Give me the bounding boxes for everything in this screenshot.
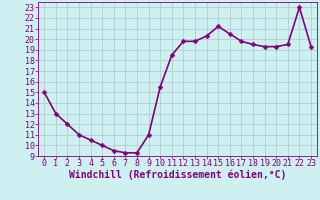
X-axis label: Windchill (Refroidissement éolien,°C): Windchill (Refroidissement éolien,°C) [69, 170, 286, 180]
